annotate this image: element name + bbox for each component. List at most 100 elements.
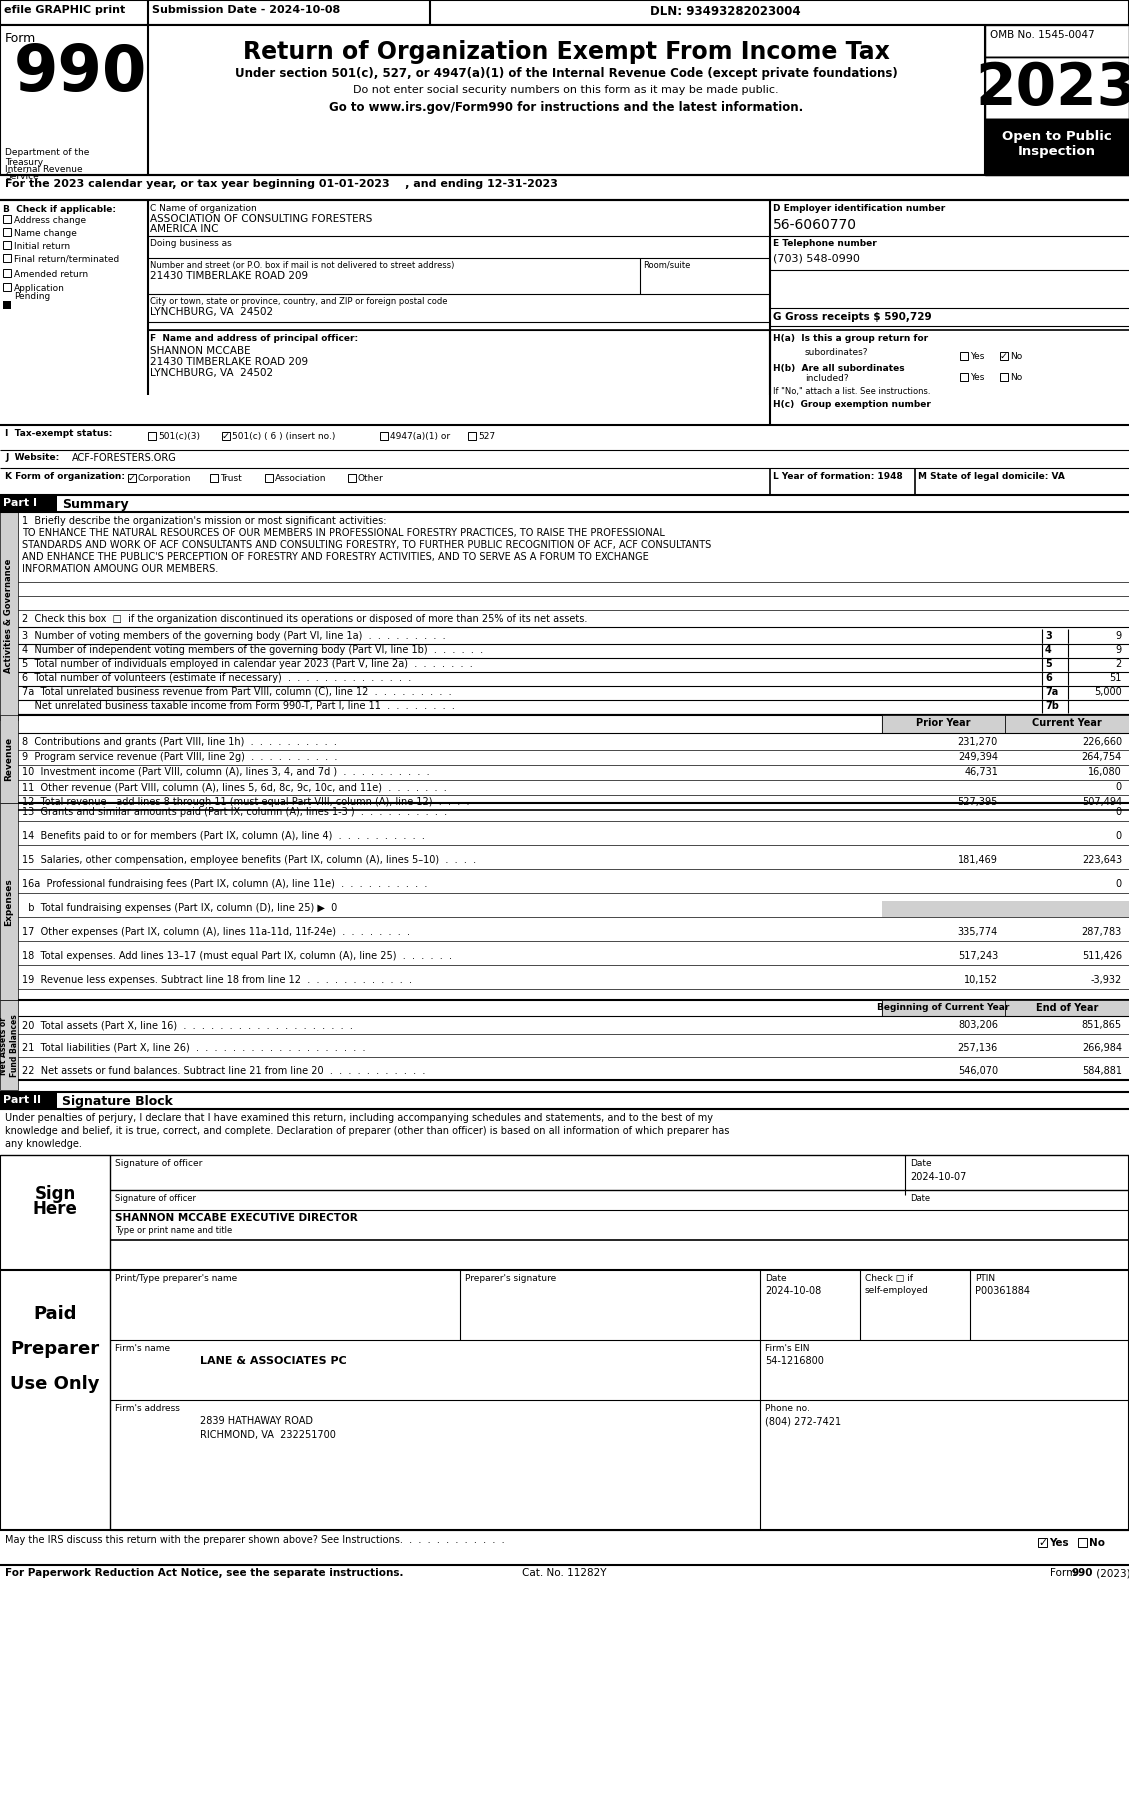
Text: J  Website:: J Website: bbox=[5, 453, 59, 462]
Bar bbox=[3, 284, 11, 291]
Text: 10,152: 10,152 bbox=[964, 975, 998, 986]
Text: K Form of organization:: K Form of organization: bbox=[5, 471, 125, 480]
Text: 17  Other expenses (Part IX, column (A), lines 11a-11d, 11f-24e)  .  .  .  .  . : 17 Other expenses (Part IX, column (A), … bbox=[21, 928, 410, 937]
Text: Name change: Name change bbox=[14, 229, 77, 238]
Text: 8  Contributions and grants (Part VIII, line 1h)  .  .  .  .  .  .  .  .  .  .: 8 Contributions and grants (Part VIII, l… bbox=[21, 737, 336, 748]
Text: 990: 990 bbox=[14, 42, 148, 104]
Bar bbox=[882, 715, 1005, 733]
Text: 5,000: 5,000 bbox=[1094, 688, 1122, 697]
Bar bbox=[0, 200, 1129, 529]
Text: 21430 TIMBERLAKE ROAD 209: 21430 TIMBERLAKE ROAD 209 bbox=[150, 271, 308, 280]
Bar bbox=[210, 475, 218, 482]
Text: 46,731: 46,731 bbox=[964, 768, 998, 777]
Bar bbox=[1000, 353, 1008, 360]
Text: 231,270: 231,270 bbox=[957, 737, 998, 748]
Text: 507,494: 507,494 bbox=[1082, 797, 1122, 808]
Text: 546,070: 546,070 bbox=[957, 1066, 998, 1077]
Text: Other: Other bbox=[358, 475, 384, 484]
Text: 5  Total number of individuals employed in calendar year 2023 (Part V, line 2a) : 5 Total number of individuals employed i… bbox=[21, 658, 473, 669]
Text: Expenses: Expenses bbox=[5, 879, 14, 926]
Text: Yes: Yes bbox=[1049, 1539, 1069, 1548]
Bar bbox=[128, 475, 135, 482]
Text: Go to www.irs.gov/Form990 for instructions and the latest information.: Go to www.irs.gov/Form990 for instructio… bbox=[329, 102, 803, 115]
Bar bbox=[0, 511, 18, 720]
Text: Date: Date bbox=[910, 1193, 930, 1202]
Text: Yes: Yes bbox=[970, 373, 984, 382]
Text: City or town, state or province, country, and ZIP or foreign postal code: City or town, state or province, country… bbox=[150, 296, 447, 306]
Text: (804) 272-7421: (804) 272-7421 bbox=[765, 1415, 841, 1426]
Text: Department of the: Department of the bbox=[5, 147, 89, 156]
Text: 6: 6 bbox=[1045, 673, 1052, 682]
Text: Sign: Sign bbox=[34, 1184, 76, 1202]
Bar bbox=[882, 900, 1005, 917]
Bar bbox=[3, 300, 11, 309]
Text: 2  Check this box  □  if the organization discontinued its operations or dispose: 2 Check this box □ if the organization d… bbox=[21, 615, 587, 624]
Text: 226,660: 226,660 bbox=[1082, 737, 1122, 748]
Text: 851,865: 851,865 bbox=[1082, 1020, 1122, 1030]
Text: Signature of officer: Signature of officer bbox=[115, 1159, 202, 1168]
Text: P00361884: P00361884 bbox=[975, 1286, 1030, 1295]
Text: DLN: 93493282023004: DLN: 93493282023004 bbox=[650, 5, 800, 18]
Bar bbox=[348, 475, 356, 482]
Text: LYNCHBURG, VA  24502: LYNCHBURG, VA 24502 bbox=[150, 367, 273, 378]
Bar bbox=[0, 1000, 18, 1090]
Text: Form: Form bbox=[1050, 1568, 1079, 1579]
Text: End of Year: End of Year bbox=[1035, 1002, 1099, 1013]
Text: Corporation: Corporation bbox=[138, 475, 192, 484]
Text: Room/suite: Room/suite bbox=[644, 260, 690, 269]
Text: Association: Association bbox=[275, 475, 326, 484]
Bar bbox=[0, 25, 1129, 175]
Bar bbox=[882, 1000, 1005, 1017]
Text: ✓: ✓ bbox=[1000, 351, 1008, 360]
Text: Part II: Part II bbox=[3, 1095, 41, 1104]
Text: Yes: Yes bbox=[970, 353, 984, 360]
Text: Firm's EIN: Firm's EIN bbox=[765, 1344, 809, 1353]
Text: Here: Here bbox=[33, 1201, 78, 1219]
Text: Current Year: Current Year bbox=[1032, 719, 1102, 728]
Text: RICHMOND, VA  232251700: RICHMOND, VA 232251700 bbox=[200, 1430, 335, 1441]
Text: 7a: 7a bbox=[1045, 688, 1058, 697]
Text: 3: 3 bbox=[1045, 631, 1052, 640]
Text: 4947(a)(1) or: 4947(a)(1) or bbox=[390, 431, 450, 440]
Text: 6  Total number of volunteers (estimate if necessary)  .  .  .  .  .  .  .  .  .: 6 Total number of volunteers (estimate i… bbox=[21, 673, 411, 682]
Text: Internal Revenue: Internal Revenue bbox=[5, 166, 82, 175]
Text: 18  Total expenses. Add lines 13–17 (must equal Part IX, column (A), line 25)  .: 18 Total expenses. Add lines 13–17 (must… bbox=[21, 951, 452, 960]
Text: 20  Total assets (Part X, line 16)  .  .  .  .  .  .  .  .  .  .  .  .  .  .  . : 20 Total assets (Part X, line 16) . . . … bbox=[21, 1020, 353, 1030]
Bar bbox=[3, 269, 11, 276]
Text: D Employer identification number: D Employer identification number bbox=[773, 204, 945, 213]
Text: 51: 51 bbox=[1110, 673, 1122, 682]
Text: Phone no.: Phone no. bbox=[765, 1404, 809, 1413]
Text: 264,754: 264,754 bbox=[1082, 751, 1122, 762]
Text: H(b)  Are all subordinates: H(b) Are all subordinates bbox=[773, 364, 904, 373]
Bar bbox=[984, 56, 1129, 118]
Text: For Paperwork Reduction Act Notice, see the separate instructions.: For Paperwork Reduction Act Notice, see … bbox=[5, 1568, 403, 1579]
Text: E Telephone number: E Telephone number bbox=[773, 238, 877, 247]
Bar bbox=[380, 431, 388, 440]
Bar bbox=[3, 255, 11, 262]
Bar bbox=[3, 215, 11, 224]
Text: self-employed: self-employed bbox=[865, 1286, 929, 1295]
Text: Address change: Address change bbox=[14, 216, 86, 226]
Text: H(a)  Is this a group return for: H(a) Is this a group return for bbox=[773, 335, 928, 344]
Text: 517,243: 517,243 bbox=[957, 951, 998, 960]
Text: Return of Organization Exempt From Income Tax: Return of Organization Exempt From Incom… bbox=[243, 40, 890, 64]
Text: 21430 TIMBERLAKE ROAD 209: 21430 TIMBERLAKE ROAD 209 bbox=[150, 357, 308, 367]
Text: 16,080: 16,080 bbox=[1088, 768, 1122, 777]
Text: ✓: ✓ bbox=[128, 473, 135, 482]
Text: OMB No. 1545-0047: OMB No. 1545-0047 bbox=[990, 29, 1095, 40]
Text: 14  Benefits paid to or for members (Part IX, column (A), line 4)  .  .  .  .  .: 14 Benefits paid to or for members (Part… bbox=[21, 831, 425, 840]
Text: Doing business as: Doing business as bbox=[150, 238, 231, 247]
Text: 0: 0 bbox=[1115, 831, 1122, 840]
Text: Service: Service bbox=[5, 173, 38, 182]
Text: 249,394: 249,394 bbox=[959, 751, 998, 762]
Bar bbox=[0, 495, 56, 511]
Text: F  Name and address of principal officer:: F Name and address of principal officer: bbox=[150, 335, 358, 344]
Text: Open to Public
Inspection: Open to Public Inspection bbox=[1003, 129, 1112, 158]
Text: knowledge and belief, it is true, correct, and complete. Declaration of preparer: knowledge and belief, it is true, correc… bbox=[5, 1126, 729, 1137]
Bar bbox=[3, 240, 11, 249]
Text: 584,881: 584,881 bbox=[1082, 1066, 1122, 1077]
Bar bbox=[1005, 1000, 1129, 1017]
Text: 4: 4 bbox=[1045, 646, 1052, 655]
Bar bbox=[960, 373, 968, 380]
Text: Pending: Pending bbox=[14, 293, 51, 300]
